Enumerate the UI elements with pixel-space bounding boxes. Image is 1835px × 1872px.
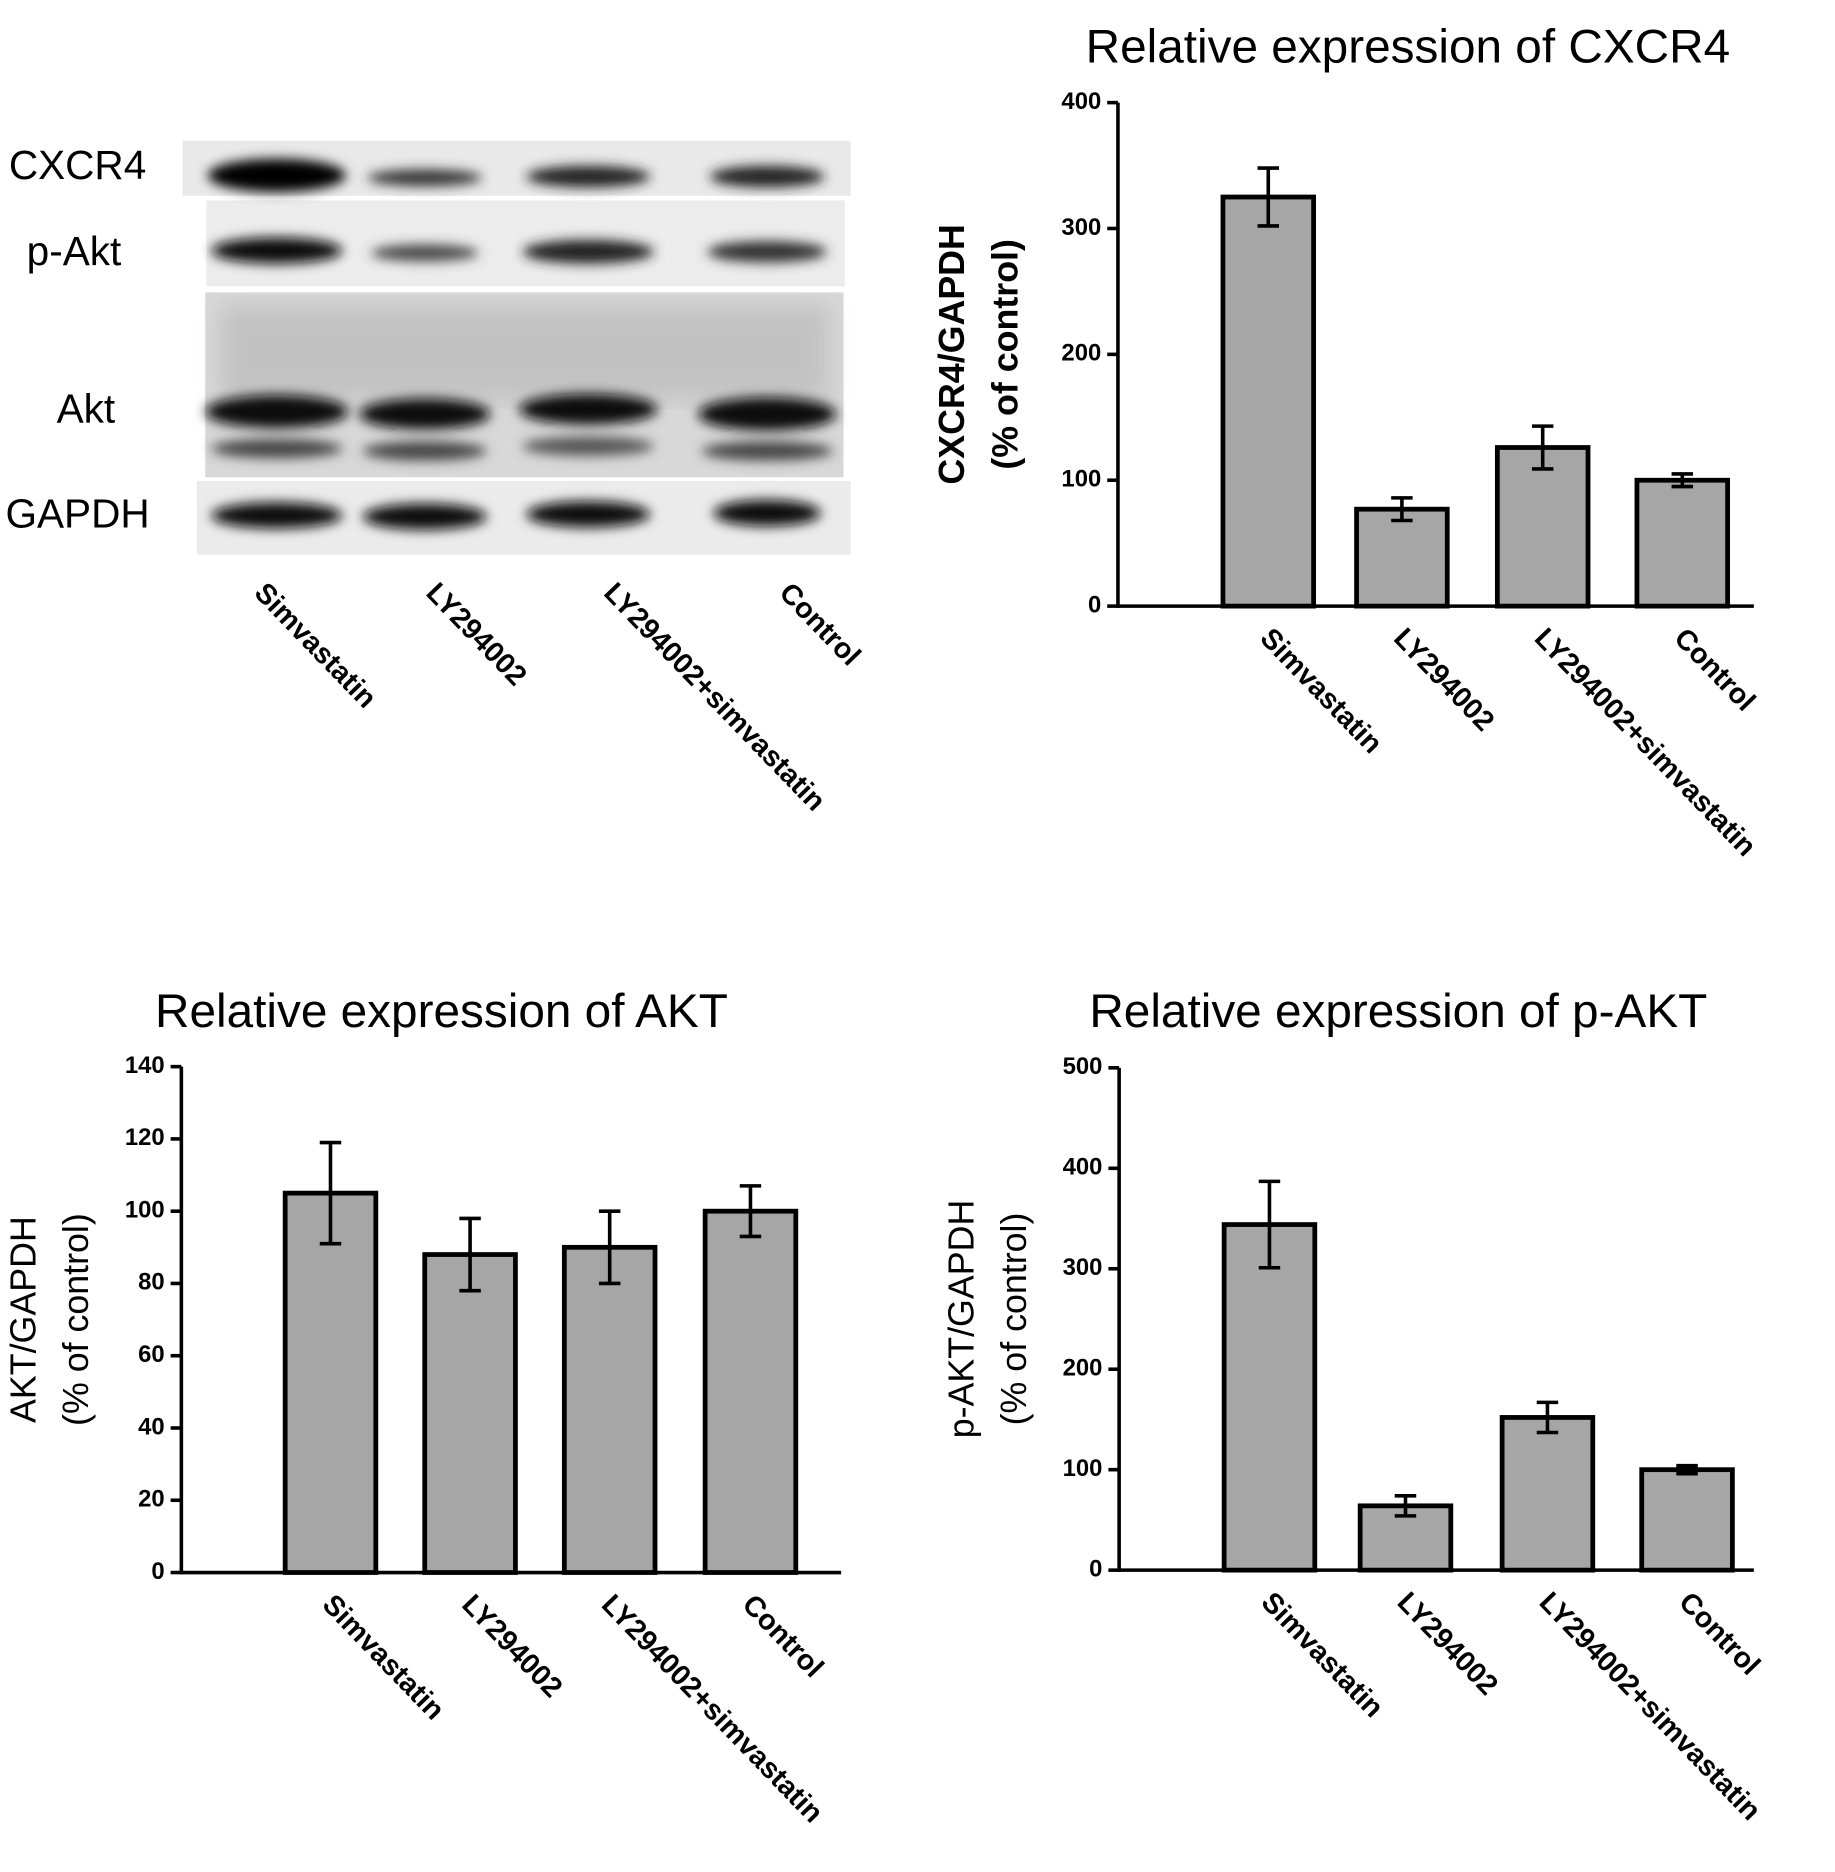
- y-tick-label: 500: [1063, 1053, 1103, 1080]
- bar: [702, 1208, 799, 1575]
- y-tick-label: 0: [151, 1558, 164, 1585]
- y-tick-label: 200: [1063, 1355, 1103, 1382]
- y-tick-label: 100: [1063, 1455, 1103, 1482]
- y-axis-label: (% of control): [994, 1213, 1034, 1426]
- x-tick-label: Simvastatin: [1255, 1586, 1390, 1724]
- y-tick-label: 100: [1061, 466, 1101, 493]
- y-tick-label: 200: [1061, 340, 1101, 367]
- y-tick-label: 100: [125, 1196, 165, 1223]
- y-tick-label: 140: [125, 1052, 165, 1079]
- bar: [1221, 1222, 1318, 1573]
- bar: [561, 1244, 658, 1575]
- y-tick-label: 80: [138, 1269, 165, 1296]
- bar: [1220, 194, 1316, 609]
- y-tick-label: 400: [1063, 1154, 1103, 1181]
- x-tick-label: LY294002: [456, 1589, 569, 1704]
- y-tick-label: 0: [1089, 1555, 1102, 1582]
- bands: [205, 158, 837, 530]
- y-tick-label: 300: [1063, 1254, 1103, 1281]
- y-tick-label: 20: [138, 1486, 165, 1513]
- bar: [1354, 506, 1450, 609]
- bar: [1494, 445, 1591, 609]
- x-tick-label: Control: [1672, 1586, 1766, 1681]
- band-label: CXCR4: [9, 142, 146, 188]
- y-tick-label: 40: [138, 1413, 165, 1440]
- band-label: GAPDH: [5, 490, 149, 536]
- band-label: Akt: [57, 385, 116, 431]
- y-tick-label: 300: [1061, 214, 1101, 241]
- y-axis-label: CXCR4/GAPDH: [932, 224, 972, 484]
- y-tick-label: 120: [125, 1124, 165, 1151]
- x-tick-label: Control: [736, 1589, 830, 1684]
- western-blot: [182, 140, 851, 555]
- lane-label: Control: [773, 577, 867, 672]
- band-label: p-Akt: [27, 228, 122, 274]
- lane-label: Simvastatin: [248, 577, 383, 715]
- y-axis-label: (% of control): [986, 239, 1026, 470]
- x-tick-label: LY294002: [1391, 1586, 1504, 1701]
- bar: [282, 1190, 379, 1575]
- bar: [1634, 477, 1731, 609]
- y-tick-label: 0: [1088, 591, 1101, 618]
- x-tick-label: Control: [1668, 622, 1762, 717]
- chart-title: Relative expression of CXCR4: [1086, 21, 1730, 74]
- y-tick-label: 400: [1061, 88, 1101, 115]
- blot-haze: [220, 304, 830, 400]
- bar: [1639, 1467, 1735, 1573]
- x-tick-label: Simvastatin: [316, 1589, 451, 1727]
- chart-title: Relative expression of AKT: [155, 985, 728, 1038]
- y-tick-label: 60: [138, 1341, 165, 1368]
- chart-title: Relative expression of p-AKT: [1089, 985, 1707, 1038]
- bar: [422, 1252, 518, 1575]
- bar: [1499, 1415, 1596, 1573]
- y-axis-label: AKT/GAPDH: [4, 1216, 44, 1423]
- lane-label: LY294002: [420, 577, 533, 692]
- x-tick-label: Simvastatin: [1254, 622, 1389, 760]
- y-axis-label: (% of control): [56, 1213, 96, 1426]
- x-tick-label: LY294002: [1387, 622, 1500, 737]
- y-axis-label: p-AKT/GAPDH: [941, 1200, 981, 1439]
